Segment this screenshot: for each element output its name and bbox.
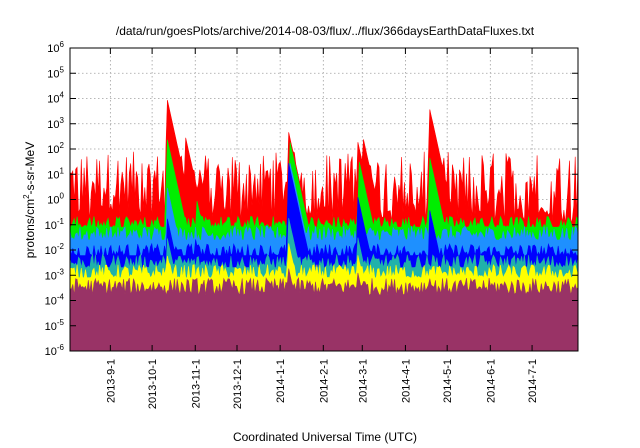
series-area xyxy=(69,268,579,352)
y-tick-label: 10-6 xyxy=(45,343,65,358)
x-tick-label: 2014-1-1 xyxy=(275,359,287,403)
x-tick-label: 2014-2-1 xyxy=(318,359,330,403)
x-tick-label: 2014-5-1 xyxy=(442,359,454,403)
x-tick-label: 2014-3-1 xyxy=(357,359,369,403)
x-tick-label: 2014-4-1 xyxy=(400,359,412,403)
y-tick-label: 10-4 xyxy=(45,293,65,308)
x-tick-label: 2013-9-1 xyxy=(105,359,117,403)
y-tick-label: 101 xyxy=(47,166,64,181)
x-tick-label: 2013-10-1 xyxy=(147,359,159,409)
x-tick-label: 2013-11-1 xyxy=(190,359,202,408)
y-tick-label: 10-1 xyxy=(45,217,65,232)
x-tick-label: 2013-12-1 xyxy=(232,359,244,409)
y-tick-label: 100 xyxy=(47,192,64,207)
x-tick-label: 2014-6-1 xyxy=(485,359,497,403)
x-tick-label: 2014-7-1 xyxy=(527,359,539,403)
y-tick-label: 10-3 xyxy=(45,267,65,282)
y-axis: 10-6 10-5 10-4 10-3 10-2 10-1 100 101 102 103 104 1… xyxy=(45,40,578,358)
y-tick-label: 102 xyxy=(47,141,64,156)
x-axis-label: Coordinated Universal Time (UTC) xyxy=(233,430,417,444)
y-tick-label: 10-5 xyxy=(45,318,65,333)
y-tick-label: 106 xyxy=(47,40,64,55)
y-tick-label: 104 xyxy=(47,91,64,106)
y-axis-label: protons/cm2-s-sr-MeV xyxy=(22,142,37,258)
series-areas xyxy=(69,100,579,352)
chart-title: /data/run/goesPlots/archive/2014-08-03/f… xyxy=(116,24,535,38)
y-tick-label: 10-2 xyxy=(45,242,65,257)
y-tick-label: 105 xyxy=(47,65,64,80)
x-axis: 2013-9-1 2013-10-1 2013-11-1 2013-12-1 2014-… xyxy=(105,48,539,409)
y-tick-label: 103 xyxy=(47,116,64,131)
